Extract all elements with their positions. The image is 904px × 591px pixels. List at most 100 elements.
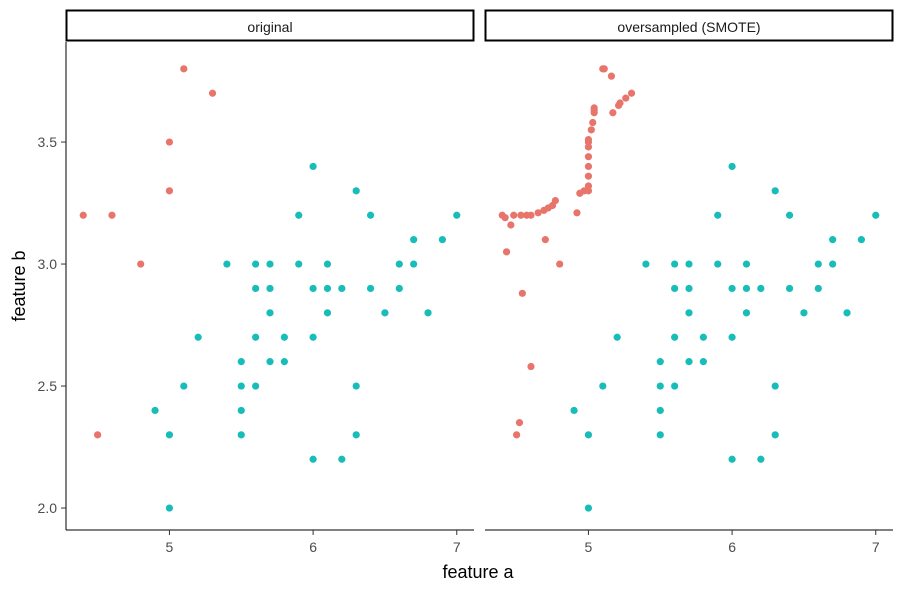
data-point-minority [584,182,593,190]
data-point-majority [814,284,822,293]
data-point-majority [656,382,664,390]
data-point-majority [323,260,332,268]
data-point-majority [165,431,174,439]
data-point-majority [728,455,736,463]
data-point-minority [616,99,624,107]
data-point-minority [607,72,616,80]
data-point-minority [609,109,617,117]
data-point-majority [685,284,693,293]
data-point-minority [208,89,217,97]
y-tick-label: 2.5 [38,378,58,394]
data-point-majority [309,162,317,171]
y-tick-label: 3.0 [38,256,58,272]
data-point-majority [366,211,375,219]
y-axis-title: feature b [9,250,29,321]
data-point-majority [223,260,231,268]
x-tick-label: 6 [728,539,736,555]
data-point-majority [237,382,245,390]
data-point-minority [518,289,526,297]
data-point-minority [523,211,531,219]
data-point-majority [671,260,679,268]
data-point-majority [671,284,679,293]
data-point-minority [584,162,593,171]
facet-title: original [247,19,292,35]
data-point-minority [622,94,630,102]
data-point-majority [728,162,736,171]
data-point-majority [424,309,432,317]
data-point-majority [266,260,274,268]
data-point-minority [527,362,535,371]
x-axis-title: feature a [442,562,514,582]
data-point-majority [352,431,360,439]
data-point-majority [785,211,794,219]
data-point-majority [237,358,245,366]
data-point-majority [584,504,593,512]
data-point-majority [266,309,274,317]
data-point-minority [584,172,593,180]
data-point-majority [656,358,664,366]
data-point-minority [515,419,524,427]
data-point-majority [438,236,446,244]
data-point-majority [352,187,360,195]
data-point-minority [510,211,518,219]
data-point-majority [395,260,403,268]
data-point-minority [590,104,598,112]
data-point-majority [151,406,159,415]
data-point-majority [843,309,851,317]
data-point-minority [79,211,87,219]
data-point-majority [685,358,693,366]
data-point-majority [584,431,593,439]
y-axis: 2.0 2.5 3.0 3.5 [38,42,67,530]
x-tick-label: 7 [453,539,461,555]
data-point-majority [872,211,880,219]
data-point-majority [771,431,779,439]
data-point-majority [771,382,779,390]
data-point-majority [252,382,260,390]
data-point-minority [580,187,588,195]
panel-2: oversampled (SMOTE) 5 6 7 [484,9,894,555]
data-point-minority [501,214,509,222]
data-point-minority [587,126,595,134]
data-point-minority [502,248,511,256]
data-point-majority [252,333,260,341]
data-point-minority [541,236,549,244]
data-point-majority [613,333,621,341]
data-point-majority [671,382,679,390]
data-point-majority [295,260,303,268]
data-point-majority [757,455,765,463]
data-point-minority [517,211,525,219]
data-point-majority [785,284,794,293]
data-point-majority [699,333,707,341]
data-point-majority [453,211,461,219]
data-point-majority [280,333,288,341]
data-point-majority [395,284,403,293]
data-point-majority [742,284,751,293]
data-point-majority [295,211,303,219]
data-point-minority [513,431,521,439]
data-point-majority [814,260,822,268]
y-tick-label: 3.5 [38,134,58,150]
data-point-majority [194,333,202,341]
data-point-majority [829,236,837,244]
panel-1: original 5 6 7 [65,9,475,555]
data-point-majority [366,284,375,293]
data-point-minority [589,118,597,127]
y-tick-label: 2.0 [38,500,58,516]
data-point-majority [829,260,837,268]
data-point-majority [309,455,317,463]
x-tick-label: 7 [872,539,880,555]
data-point-majority [237,431,245,439]
data-point-majority [685,309,693,317]
data-point-majority [323,284,332,293]
data-point-majority [323,309,332,317]
data-point-majority [252,284,260,293]
facet-title: oversampled (SMOTE) [617,19,760,35]
data-point-majority [237,406,245,415]
x-tick-label: 5 [585,539,593,555]
data-point-majority [570,406,578,415]
data-point-minority [600,65,608,73]
data-point-majority [642,260,650,268]
data-point-minority [551,197,559,205]
data-point-majority [685,260,693,268]
